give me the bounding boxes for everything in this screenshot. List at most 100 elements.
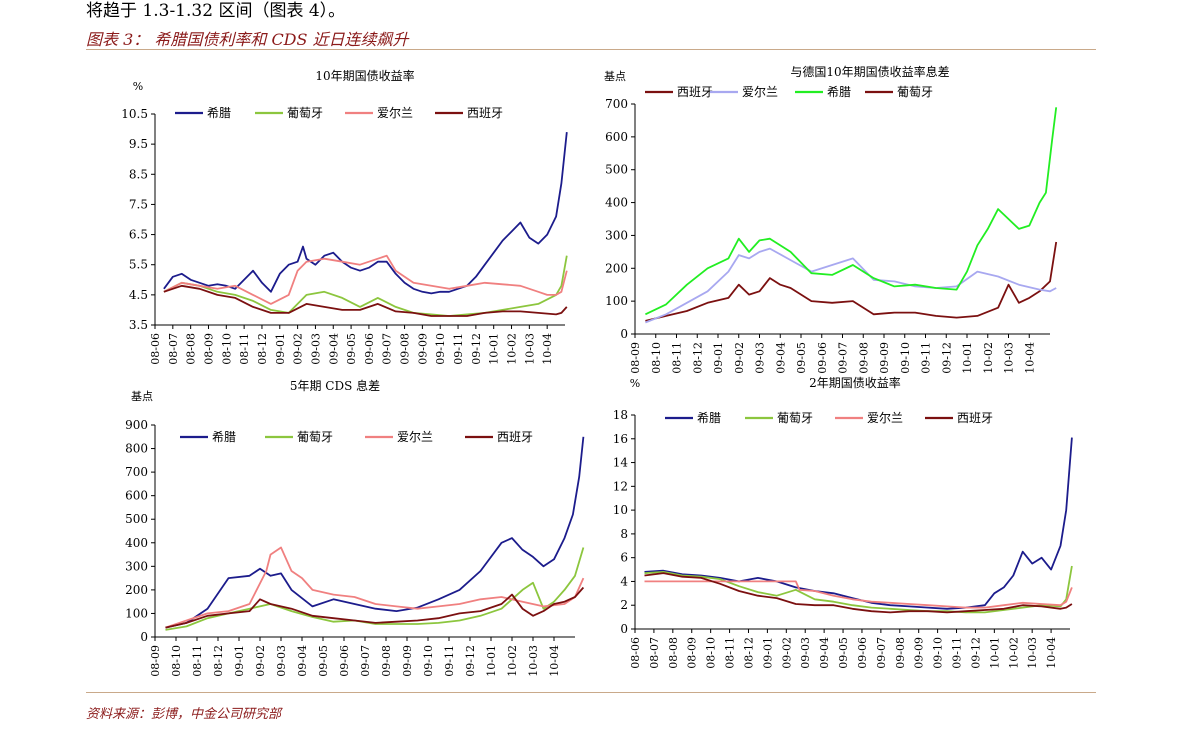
legend-label: 西班牙	[497, 430, 533, 444]
x-tick-label: 10-01	[488, 333, 501, 365]
x-tick-label: 09-04	[327, 333, 340, 365]
x-tick-label: 10-02	[982, 342, 995, 374]
x-tick-label: 09-01	[274, 333, 287, 365]
x-tick-label: 08-09	[202, 333, 215, 365]
y-tick-label: 200	[605, 261, 628, 275]
x-tick-label: 09-12	[464, 645, 477, 677]
series-line-葡萄牙	[163, 255, 568, 317]
chart-title: 2年期国债收益率	[809, 375, 901, 390]
legend-label: 希腊	[212, 429, 236, 444]
y-tick-label: 4.5	[129, 288, 148, 302]
source-note: 资料来源：彭博，中金公司研究部	[86, 707, 282, 722]
x-tick-label: 09-08	[380, 645, 393, 677]
x-tick-label: 08-11	[191, 645, 204, 677]
x-tick-label: 09-09	[913, 637, 926, 669]
y-tick-label: 600	[605, 130, 628, 144]
y-tick-label: 200	[125, 583, 148, 597]
y-tick-label: 0	[140, 630, 148, 644]
x-tick-label: 09-06	[363, 333, 376, 365]
x-tick-label: 09-06	[816, 342, 829, 374]
y-tick-label: 3.5	[129, 318, 148, 332]
series-line-希腊	[163, 132, 568, 295]
y-tick-label: 400	[125, 536, 148, 550]
x-tick-label: 10-03	[523, 333, 536, 365]
x-tick-label: 08-10	[220, 333, 233, 365]
x-tick-label: 09-12	[969, 637, 982, 669]
y-tick-label: 600	[125, 489, 148, 503]
x-tick-label: 09-11	[452, 333, 465, 365]
legend-label: 西班牙	[957, 411, 993, 425]
figure-title: 图表 3： 希腊国债利率和 CDS 近日连续飙升	[86, 30, 409, 49]
legend-label: 葡萄牙	[287, 106, 323, 120]
y-tick-label: 500	[125, 512, 148, 526]
x-tick-label: 09-12	[470, 333, 483, 365]
x-tick-label: 08-12	[691, 342, 704, 374]
chart-title: 10年期国债收益率	[315, 68, 414, 83]
chart-2y-yield: 2年期国债收益率% 0 2 4 6 8 10 12 14 16 18 08-06 08-07 08-08 0…	[613, 375, 1073, 669]
x-tick-label: 09-12	[940, 342, 953, 374]
y-tick-label: 800	[125, 442, 148, 456]
x-tick-label: 09-05	[795, 342, 808, 374]
chart-spread-vs-germany: 与德国10年期国债收益率息差 基点 0 100 200 300 400 500 600 700 08…	[604, 64, 1058, 374]
x-tick-label: 09-10	[434, 333, 447, 365]
x-tick-label: 09-06	[338, 645, 351, 677]
y-unit-label: 基点	[131, 390, 153, 403]
x-tick-label: 09-05	[317, 645, 330, 677]
x-tick-label: 09-01	[712, 342, 725, 374]
legend-label: 西班牙	[677, 85, 713, 99]
series-line-希腊	[645, 107, 1058, 316]
y-tick-label: 6.5	[129, 228, 148, 242]
x-tick-label: 08-06	[629, 637, 642, 669]
x-tick-label: 10-01	[485, 645, 498, 677]
x-tick-label: 09-10	[899, 342, 912, 374]
x-tick-label: 09-05	[345, 333, 358, 365]
legend-label: 爱尔兰	[377, 105, 413, 120]
x-tick-label: 10-03	[527, 645, 540, 677]
y-tick-label: 700	[125, 465, 148, 479]
x-tick-label: 10-03	[1026, 637, 1039, 669]
y-tick-label: 8	[620, 527, 628, 541]
series-line-西班牙	[644, 572, 1073, 614]
x-tick-label: 10-04	[541, 333, 554, 365]
x-tick-label: 08-11	[724, 637, 737, 669]
x-tick-label: 10-04	[548, 645, 561, 677]
y-tick-label: 0	[620, 327, 628, 341]
series-line-希腊	[644, 437, 1073, 610]
chart-title: 5年期 CDS 息差	[290, 378, 380, 393]
series-line-希腊	[165, 436, 585, 629]
y-unit-label: %	[133, 80, 143, 93]
y-tick-label: 100	[125, 606, 148, 620]
x-tick-label: 09-01	[761, 637, 774, 669]
x-tick-label: 09-09	[401, 645, 414, 677]
x-tick-label: 10-02	[506, 645, 519, 677]
x-tick-label: 09-07	[381, 333, 394, 365]
x-tick-label: 09-02	[292, 333, 305, 365]
x-tick-label: 09-08	[857, 342, 870, 374]
y-tick-label: 7.5	[129, 197, 148, 211]
x-tick-label: 09-07	[359, 645, 372, 677]
x-tick-label: 10-01	[988, 637, 1001, 669]
x-tick-label: 10-04	[1023, 342, 1036, 374]
legend-label: 爱尔兰	[397, 429, 433, 444]
y-tick-label: 0	[620, 622, 628, 636]
y-tick-label: 12	[613, 479, 628, 493]
x-tick-label: 09-05	[837, 637, 850, 669]
x-tick-label: 09-03	[799, 637, 812, 669]
chart-10y-yield: 10年期国债收益率% 3.5 4.5 5.5 6.5 7.5 8.5 9.5 10.5 08-06…	[121, 68, 568, 365]
y-tick-label: 14	[613, 456, 629, 470]
x-tick-label: 09-06	[856, 637, 869, 669]
y-tick-label: 300	[605, 228, 628, 242]
x-tick-label: 09-10	[422, 645, 435, 677]
x-tick-label: 09-07	[875, 637, 888, 669]
x-tick-label: 09-04	[818, 637, 831, 669]
legend-label: 葡萄牙	[297, 430, 333, 444]
intro-text: 将趋于 1.3-1.32 区间（图表 4）。	[86, 1, 346, 21]
x-tick-label: 09-04	[774, 342, 787, 374]
x-tick-label: 09-02	[780, 637, 793, 669]
y-tick-label: 2	[620, 598, 628, 612]
legend-label: 爱尔兰	[867, 410, 903, 425]
legend-label: 希腊	[207, 105, 231, 120]
y-tick-label: 8.5	[129, 167, 148, 181]
y-tick-label: 900	[125, 418, 148, 432]
x-tick-label: 08-09	[149, 645, 162, 677]
